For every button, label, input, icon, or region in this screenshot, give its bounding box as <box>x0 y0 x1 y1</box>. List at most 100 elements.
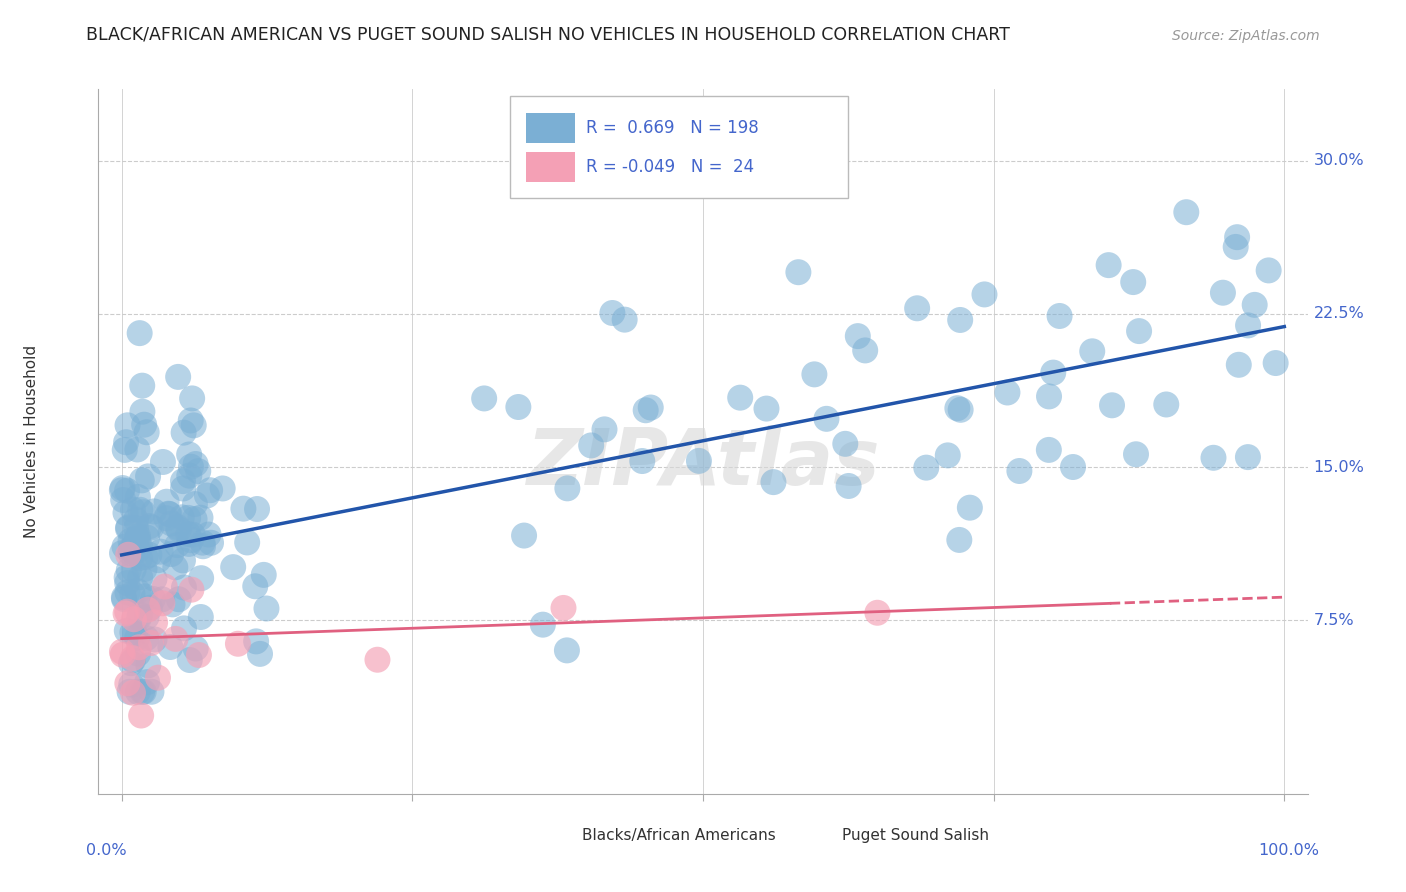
Point <box>127 542 149 557</box>
Point <box>136 469 159 483</box>
Point <box>1042 366 1064 380</box>
Point <box>557 481 579 495</box>
Point <box>179 448 201 462</box>
Text: 15.0%: 15.0% <box>1313 459 1364 475</box>
Point <box>184 497 207 511</box>
Point <box>111 645 134 659</box>
Point <box>132 685 155 699</box>
Point <box>111 483 134 498</box>
Point <box>236 535 259 549</box>
Point <box>135 425 157 440</box>
Point <box>245 579 267 593</box>
Point <box>553 601 575 615</box>
Point <box>148 553 170 567</box>
Point <box>157 507 180 521</box>
Point <box>122 502 145 516</box>
Point <box>114 506 136 520</box>
Point <box>1008 464 1031 478</box>
Point <box>131 405 153 419</box>
Point <box>150 592 173 607</box>
Point <box>631 454 654 468</box>
Point <box>253 567 276 582</box>
Point <box>136 603 159 617</box>
Point <box>142 591 165 606</box>
Point <box>1128 324 1150 338</box>
Text: 0.0%: 0.0% <box>86 843 127 858</box>
Point <box>152 455 174 469</box>
Point <box>188 648 211 662</box>
Point <box>159 640 181 654</box>
Point <box>1264 356 1286 370</box>
Point <box>246 502 269 516</box>
Point <box>138 519 160 533</box>
Point <box>191 539 214 553</box>
Point <box>125 533 148 547</box>
Point <box>122 686 145 700</box>
Point <box>141 520 163 534</box>
Point <box>153 580 176 594</box>
Point <box>531 617 554 632</box>
Point <box>172 482 194 496</box>
Point <box>129 708 152 723</box>
Point <box>115 483 138 498</box>
Point <box>640 401 662 415</box>
Point <box>134 562 156 576</box>
Point <box>1243 298 1265 312</box>
Point <box>129 503 152 517</box>
Point <box>127 631 149 645</box>
Point <box>173 425 195 440</box>
Point <box>122 563 145 577</box>
Point <box>112 591 135 605</box>
Point <box>149 544 172 558</box>
Point <box>915 460 938 475</box>
Point <box>803 368 825 382</box>
Point <box>120 546 142 560</box>
Point <box>135 549 157 564</box>
Point <box>165 560 187 574</box>
Point <box>117 418 139 433</box>
Point <box>180 459 202 474</box>
FancyBboxPatch shape <box>526 152 575 181</box>
Point <box>122 612 145 626</box>
Point <box>121 587 143 601</box>
Text: Puget Sound Salish: Puget Sound Salish <box>842 828 988 843</box>
Point <box>184 457 207 471</box>
Point <box>508 400 530 414</box>
Point <box>815 412 838 426</box>
Point <box>115 624 138 638</box>
Point <box>120 677 142 691</box>
Point <box>946 401 969 416</box>
Point <box>905 301 928 316</box>
Point <box>134 417 156 432</box>
Point <box>1122 275 1144 289</box>
Point <box>172 474 194 488</box>
Point <box>129 540 152 554</box>
Point <box>143 632 166 647</box>
Point <box>1081 344 1104 359</box>
Point <box>160 516 183 531</box>
Point <box>634 403 657 417</box>
Point <box>232 501 254 516</box>
Point <box>1062 460 1084 475</box>
FancyBboxPatch shape <box>533 826 574 846</box>
Text: Blacks/African Americans: Blacks/African Americans <box>582 828 776 843</box>
Point <box>211 482 233 496</box>
Point <box>762 475 785 489</box>
Point <box>155 494 177 508</box>
Point <box>190 610 212 624</box>
Point <box>1226 230 1249 244</box>
Point <box>115 435 138 450</box>
Point <box>128 326 150 340</box>
Point <box>141 685 163 699</box>
Point <box>1038 389 1060 403</box>
Point <box>125 521 148 535</box>
Point <box>249 647 271 661</box>
Point <box>132 505 155 519</box>
Point <box>997 385 1019 400</box>
Text: R = -0.049   N =  24: R = -0.049 N = 24 <box>586 158 754 176</box>
Point <box>115 605 138 619</box>
Point <box>180 533 202 548</box>
Text: No Vehicles in Household: No Vehicles in Household <box>24 345 39 538</box>
Point <box>173 621 195 635</box>
Point <box>787 265 810 279</box>
